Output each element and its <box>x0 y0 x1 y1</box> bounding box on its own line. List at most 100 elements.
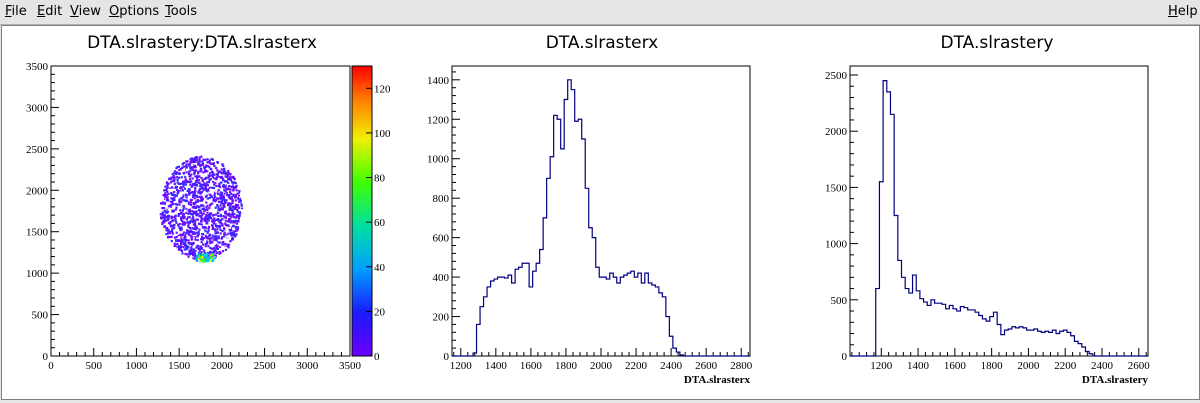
pad1-cell <box>227 204 230 207</box>
pad1-cell <box>219 209 222 212</box>
pad1-cell <box>177 189 180 192</box>
pad1-cell <box>160 217 163 220</box>
pad1-cell <box>211 202 214 205</box>
pad1-cell <box>189 227 192 230</box>
pad2-xtick-label: 1800 <box>555 360 578 372</box>
pad1-cell <box>173 236 176 239</box>
pad1-cell <box>213 248 216 251</box>
pad1-cell <box>211 171 214 174</box>
pad1-cell <box>217 214 220 217</box>
canvas-svg[interactable]: 0 500 1000 1500 2000 2500 3000 3500050010001500… <box>2 26 1199 399</box>
pad1-cell <box>213 254 216 257</box>
pad1-cell <box>228 212 231 215</box>
menu-edit[interactable]: Edit <box>37 4 62 19</box>
pad1-cell <box>231 238 234 241</box>
pad1-cell <box>209 172 212 175</box>
pad1-cell <box>215 213 218 216</box>
pad1-cell <box>212 180 215 184</box>
pad1-ytick-label: 1500 <box>26 227 49 239</box>
pad1-cell <box>213 217 216 220</box>
pad1-cell <box>187 224 190 227</box>
pad1-cell <box>235 189 238 192</box>
pad1-cell <box>232 230 235 233</box>
pad1-cell <box>217 235 220 238</box>
pad1-cell <box>192 231 195 234</box>
pad1-cell <box>219 186 222 189</box>
pad1-cell <box>170 197 173 200</box>
pad1-cell <box>228 206 231 209</box>
pad1-cell <box>204 242 207 245</box>
pad1-cell <box>178 206 182 209</box>
root-canvas[interactable]: 0 500 1000 1500 2000 2500 3000 3500 0 500 1000 1500… <box>1 25 1200 400</box>
pad1-cell <box>180 226 183 229</box>
pad2-bin <box>536 263 540 356</box>
pad1-cell <box>231 213 235 216</box>
pad1-cell <box>193 192 196 195</box>
pad1-cell <box>227 169 230 173</box>
pad1-cell <box>175 231 178 234</box>
pad1-cell <box>218 197 221 200</box>
pad1-cell <box>176 176 179 179</box>
pad1-cell <box>219 215 222 218</box>
pad1-cell <box>185 247 188 251</box>
pad1-cell <box>205 206 208 209</box>
pad1-cell <box>167 199 170 202</box>
pad2-bin <box>613 277 617 356</box>
pad1-cell <box>219 218 222 221</box>
pad1-spot <box>159 155 244 263</box>
pad1-cell <box>223 172 226 175</box>
pad2-bin <box>599 277 603 356</box>
pad1-cell <box>223 189 226 192</box>
pad1-cell <box>220 172 223 175</box>
pad3-ytick-label: 500 <box>831 295 848 307</box>
pad1-cell <box>200 204 203 207</box>
pad3-series-line <box>850 80 1148 357</box>
pad1-cell <box>213 236 216 239</box>
pad1-cell <box>194 169 198 172</box>
pad2-bin <box>627 273 631 356</box>
pad1-cell <box>224 175 227 178</box>
pad1-cell <box>224 201 227 204</box>
pad1-cell <box>201 233 205 236</box>
pad1-cell <box>238 212 242 215</box>
pad1-cell <box>235 206 238 209</box>
pad1-cell <box>222 205 225 208</box>
pad3-bin <box>938 303 942 356</box>
pad1-cell <box>206 190 209 193</box>
pad2-xtick-label: 2200 <box>625 360 648 372</box>
pad2-xtick-label: 2400 <box>660 360 683 372</box>
menu-file[interactable]: File <box>5 4 27 19</box>
pad1-cell <box>210 167 213 170</box>
pad1-ytick-label: 2500 <box>26 144 49 156</box>
pad1-cell <box>223 167 226 170</box>
menu-tools[interactable]: Tools <box>165 4 197 19</box>
pad1-cell <box>225 191 228 194</box>
menu-help[interactable]: Help <box>1168 4 1198 19</box>
pad1-cell <box>183 248 186 251</box>
pad1-cell <box>187 221 190 224</box>
pad3-xtick-label: 2000 <box>1017 360 1040 372</box>
pad1-cell <box>233 178 236 181</box>
pad1-cell <box>169 203 172 207</box>
pad1-hot-cell <box>207 258 210 261</box>
pad1-cell <box>181 216 184 220</box>
pad2-bin <box>596 267 600 356</box>
pad1-cell <box>237 198 240 201</box>
menu-view[interactable]: View <box>70 4 101 19</box>
pad1-cell <box>201 214 204 217</box>
menu-options[interactable]: Options <box>109 4 159 19</box>
pad1-cell <box>233 212 236 216</box>
pad1-cell <box>224 186 227 189</box>
pad1-cell <box>178 203 181 206</box>
pad1-cell <box>215 215 218 218</box>
pad1-cell <box>201 205 204 209</box>
pad1-cell <box>197 175 201 178</box>
pad1-cell <box>184 244 187 247</box>
pad1-cell <box>216 161 219 164</box>
pad1-cell <box>201 183 204 186</box>
pad1-cell <box>230 197 234 200</box>
pad1-cell <box>214 199 217 203</box>
pad1-cell <box>191 210 194 213</box>
pad1-cell <box>215 184 218 187</box>
pad1-cell <box>163 225 166 228</box>
